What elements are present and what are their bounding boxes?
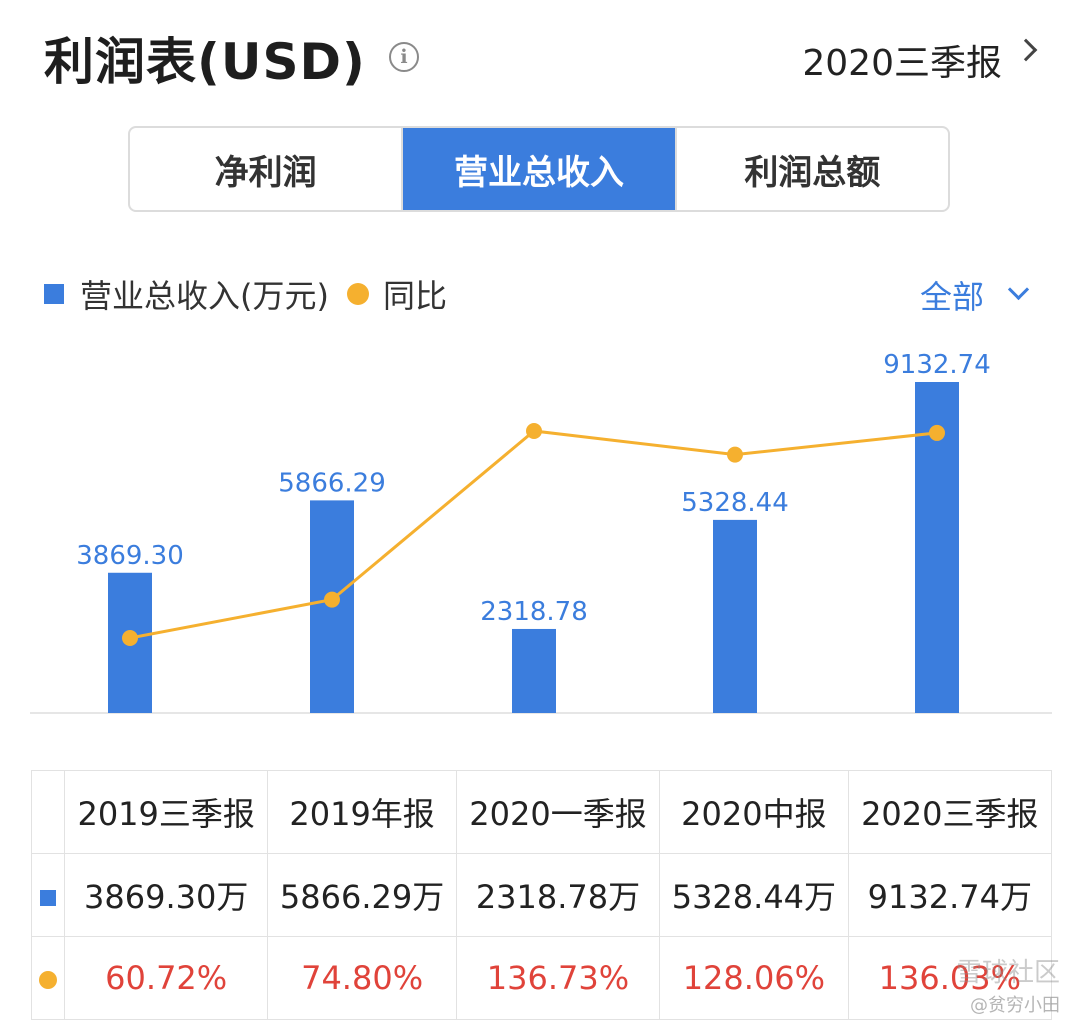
line-legend-swatch [346,283,369,305]
bar-value-label: 5866.29 [278,468,386,498]
table-header-row: 2019三季报 2019年报 2020一季报 2020中报 2020三季报 [31,770,1053,854]
tab-total-revenue[interactable]: 营业总收入 [403,128,677,210]
page-header: 利润表(USD) i 2020三季报 [0,0,1080,115]
revenue-bar[interactable] [713,519,757,713]
table-cell-revenue: 2318.78万 [455,853,661,937]
table-cell-revenue: 9132.74万 [847,853,1053,937]
table-row-yoy: 60.72% 74.80% 136.73% 128.06% 136.03% [31,936,1053,1020]
metric-tabs: 净利润 营业总收入 利润总额 [128,126,950,212]
yoy-point[interactable] [526,423,542,439]
chart-legend: 营业总收入(万元) 同比 [44,272,447,316]
chevron-down-icon[interactable] [1007,278,1030,301]
watermark-main: 雪球社区 [955,958,1060,988]
line-series-marker-icon [39,971,57,989]
table-cell-yoy: 60.72% [63,936,269,1020]
table-cell-revenue: 3869.30万 [63,853,269,937]
bar-legend-swatch [44,284,64,304]
data-table: 2019三季报 2019年报 2020一季报 2020中报 2020三季报 38… [31,770,1053,1020]
table-row-revenue: 3869.30万 5866.29万 2318.78万 5328.44万 9132… [31,853,1053,937]
revenue-chart: 3869.30 5866.29 2318.78 5328.44 9132.74 [30,350,1052,714]
table-cell-revenue: 5328.44万 [659,853,849,937]
table-cell-yoy: 136.03% [847,936,1053,1020]
period-selector[interactable]: 2020三季报 [802,43,1002,84]
bar-series-marker-icon [40,890,56,906]
table-header-cell: 2019三季报 [63,770,269,854]
revenue-row-marker [31,853,65,937]
table-cell-yoy: 128.06% [659,936,849,1020]
page-title: 利润表(USD) [44,33,366,91]
bar-value-label: 9132.74 [883,350,991,380]
table-header-cell: 2020一季报 [455,770,661,854]
table-cell-yoy: 136.73% [455,936,661,1020]
table-header-cell: 2020中报 [659,770,849,854]
table-corner-cell [31,770,65,854]
yoy-point[interactable] [324,591,340,608]
line-legend-label: 同比 [382,277,447,315]
bar-legend-label: 营业总收入(万元) [80,277,329,315]
tab-net-profit[interactable]: 净利润 [130,128,404,210]
table-cell-yoy: 74.80% [267,936,457,1020]
yoy-point[interactable] [122,630,138,646]
tab-total-profit[interactable]: 利润总额 [744,152,881,193]
chevron-right-icon[interactable] [1014,38,1038,62]
watermark: 雪球社区 @贫穷小田 [956,952,1060,1017]
bar-value-label: 5328.44 [681,488,789,518]
revenue-bar[interactable] [512,628,556,713]
watermark-sub: @贫穷小田 [970,995,1060,1016]
range-filter[interactable]: 全部 [919,278,984,316]
table-header-cell: 2019年报 [267,770,457,854]
info-icon[interactable]: i [389,42,419,72]
yoy-point[interactable] [727,446,743,463]
table-cell-revenue: 5866.29万 [267,853,457,937]
bar-value-label: 2318.78 [480,597,588,627]
bar-value-label: 3869.30 [76,541,184,571]
yoy-row-marker [31,936,65,1020]
yoy-point[interactable] [929,424,945,441]
table-header-cell: 2020三季报 [847,770,1053,854]
